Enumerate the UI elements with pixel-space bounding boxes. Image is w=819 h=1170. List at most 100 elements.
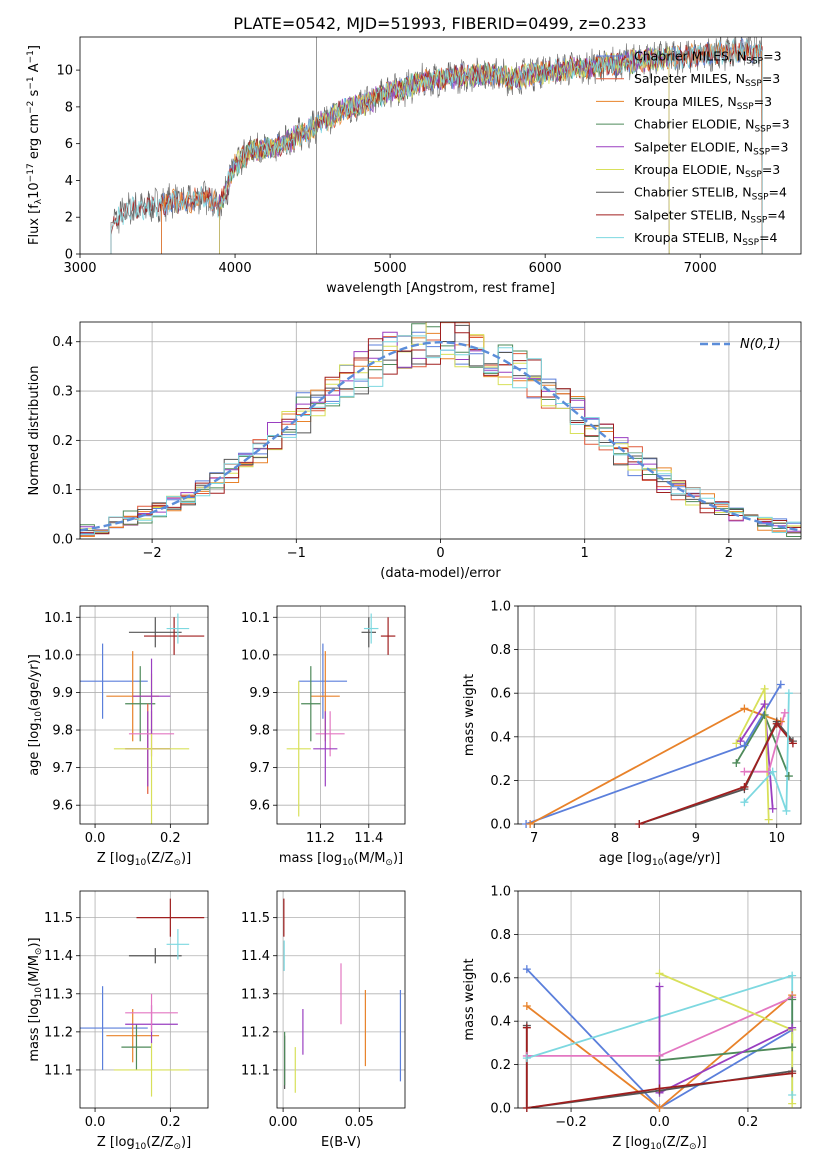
y-tick-label: 11.5 xyxy=(241,911,270,926)
y-tick-label: 9.8 xyxy=(52,724,73,739)
mass-weight-marker xyxy=(522,965,531,974)
mass-weight-marker xyxy=(788,971,797,980)
error-bar-point xyxy=(166,929,190,960)
legend-sub: SSP xyxy=(745,170,762,180)
axes-massweight_vs_Z: −0.2 0.0 0.2 0.0 0.2 0.4 0.6 0.8 1.0 Z [log10​(Z/… xyxy=(462,885,802,1152)
x-axis-label: wavelength [Angstrom, rest frame] xyxy=(326,281,555,296)
mass-weight-marker xyxy=(522,1002,531,1011)
axes-spectrum: 3000 4000 5000 6000 7000 0 2 4 6 8 10 wavelength [A… xyxy=(26,36,802,296)
label-part: s xyxy=(27,89,42,100)
label-part: (data-model)/error xyxy=(380,566,501,581)
y-tick-label: 9.9 xyxy=(249,686,270,701)
label-part: 10 xyxy=(27,182,42,199)
histogram-step xyxy=(80,322,801,539)
error-bar-point xyxy=(106,1009,160,1063)
label-part: λ xyxy=(34,198,44,204)
error-bar-point xyxy=(113,1043,190,1097)
y-axis-label: age [log10​(age/yr)] xyxy=(27,654,44,776)
y-tick-label: 9.6 xyxy=(52,799,73,814)
legend-sub: SSP xyxy=(753,147,770,157)
label-part: ⊙ xyxy=(385,858,393,868)
label-part: (age/yr)] xyxy=(663,851,720,866)
mass-weight-marker xyxy=(768,804,777,813)
y-tick-label: 11.1 xyxy=(44,1063,73,1078)
mass-weight-marker xyxy=(736,737,745,746)
y-tick-label: 0.6 xyxy=(490,971,511,986)
mass-weight-marker xyxy=(635,820,644,828)
mass-weight-marker xyxy=(764,815,773,824)
mass-weight-marker xyxy=(788,739,797,748)
y-tick-label: 0.1 xyxy=(52,483,73,498)
error-bar-point xyxy=(121,1024,152,1070)
mass-weight-marker xyxy=(655,982,664,991)
label-part: E(B-V) xyxy=(321,1135,361,1150)
mass-weight-marker xyxy=(788,1069,797,1078)
legend-sub: SSP xyxy=(742,238,759,248)
x-tick-label: 0.0 xyxy=(649,1115,670,1130)
legend-sub: SSP xyxy=(750,215,767,225)
label-part: log xyxy=(322,851,342,866)
error-bar-point xyxy=(361,617,377,648)
mass-weight-marker xyxy=(526,820,535,828)
error-bar-point xyxy=(298,643,348,719)
label-part: 10 xyxy=(34,711,44,723)
mass-weight-marker xyxy=(655,1084,664,1093)
mass-weight-marker xyxy=(655,1104,664,1112)
label-part: mass [ xyxy=(279,851,322,866)
y-tick-label: 10.0 xyxy=(241,648,270,663)
legend-text: Chabrier ELODIE, N xyxy=(634,117,754,132)
y-tick-label: 4 xyxy=(65,174,73,189)
mass-weight-marker xyxy=(740,704,749,713)
label-part: ⊙ xyxy=(689,1142,697,1152)
mass-weight-line xyxy=(639,722,794,824)
label-part: )] xyxy=(181,851,191,866)
label-part: −2 xyxy=(26,101,36,114)
mass-weight-marker xyxy=(768,767,777,776)
mass-weight-line xyxy=(525,684,782,824)
plot-area xyxy=(110,37,763,254)
y-tick-label: 0.4 xyxy=(490,1015,511,1030)
y-tick-label: 0.8 xyxy=(490,643,511,658)
y-tick-label: 9.8 xyxy=(249,724,270,739)
axes-frame xyxy=(79,605,209,825)
label-part: log xyxy=(632,851,652,866)
plot-area xyxy=(80,613,205,824)
y-tick-label: 9.6 xyxy=(249,799,270,814)
y-axis-label: Normed distribution xyxy=(27,366,42,496)
x-tick-label: 6000 xyxy=(529,261,562,276)
legend-suffix: =4 xyxy=(759,230,777,245)
legend-suffix: =4 xyxy=(767,207,785,222)
label-part: −1 xyxy=(26,50,36,63)
figure-title: PLATE=0542, MJD=51993, FIBERID=0499, z=0… xyxy=(233,14,646,33)
legend-suffix: =3 xyxy=(770,139,788,154)
mass-weight-line xyxy=(659,972,794,1104)
mass-weight-line xyxy=(526,994,793,1108)
label-part: Z [ xyxy=(97,1135,115,1150)
label-part: (M/M xyxy=(27,955,42,987)
legend-text: Kroupa ELODIE, N xyxy=(634,162,745,177)
y-tick-label: 0.4 xyxy=(52,335,73,350)
error-bar-point xyxy=(144,617,205,655)
mass-weight-marker xyxy=(788,1099,797,1108)
x-tick-label: 0.2 xyxy=(160,831,181,846)
label-part: log xyxy=(630,1135,650,1150)
y-tick-label: 10.0 xyxy=(44,648,73,663)
y-tick-label: 11.1 xyxy=(241,1063,270,1078)
mass-weight-marker xyxy=(776,680,785,689)
mass-weight-marker xyxy=(732,758,741,767)
label-part: mass [ xyxy=(27,1018,42,1061)
mass-weight-marker xyxy=(522,1054,531,1063)
x-tick-label: 0.05 xyxy=(345,1115,374,1130)
label-part: )] xyxy=(697,1135,707,1150)
axes-massweight_vs_age: 7 8 9 10 0.0 0.2 0.4 0.6 0.8 1.0 age [log10​(age/y… xyxy=(462,600,802,868)
legend-suffix: =3 xyxy=(762,71,780,86)
legend-entry: Salpeter MILES, NSSP=3 xyxy=(634,71,780,89)
legend-suffix: =3 xyxy=(754,94,772,109)
label-part: log xyxy=(115,851,135,866)
label-part: (Z/Z xyxy=(146,851,173,866)
y-tick-label: 9.9 xyxy=(52,686,73,701)
y-tick-label: 11.3 xyxy=(44,987,73,1002)
mass-weight-marker xyxy=(760,711,769,719)
y-tick-label: 0 xyxy=(65,248,73,263)
error-bar-point xyxy=(128,617,182,648)
